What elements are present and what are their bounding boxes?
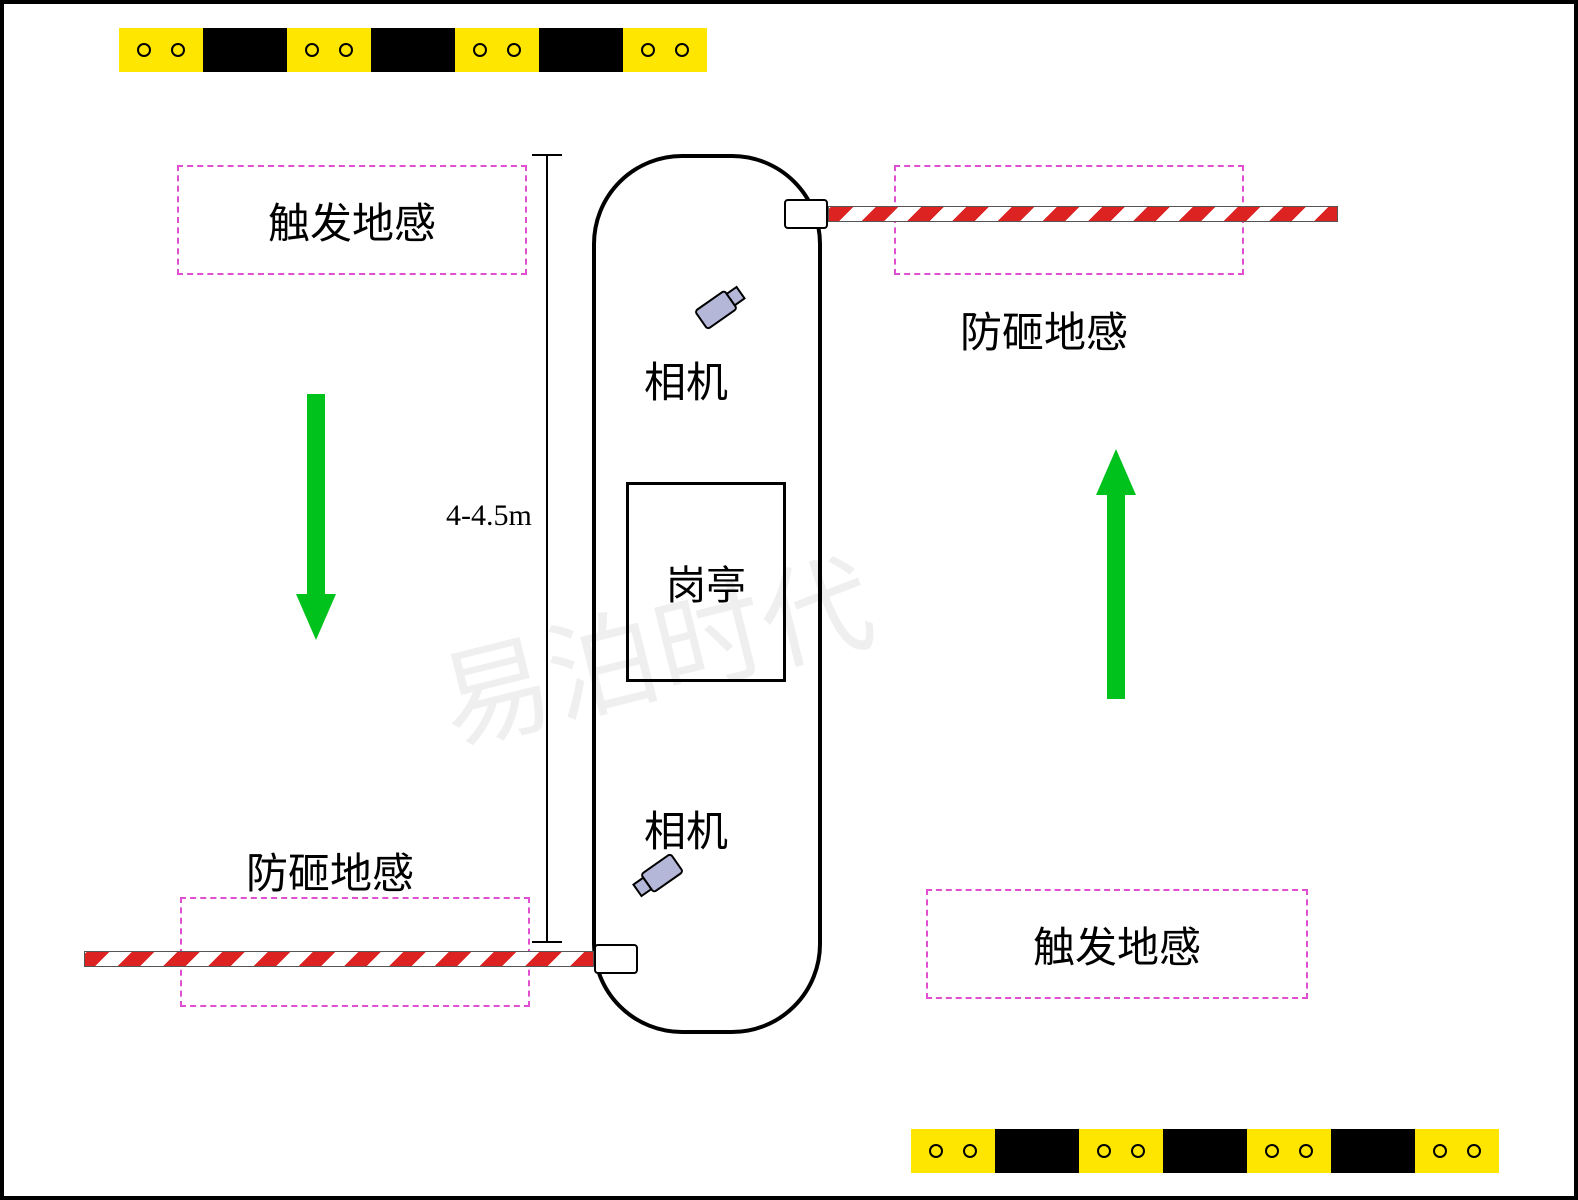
diagram-canvas: 易泊时代 触发地感 防砸地感 防砸地感 触发地感 岗亭 相机 (0, 0, 1578, 1200)
anti-smash-label-left: 防砸地感 (246, 840, 414, 901)
dimension-label: 4-4.5m (446, 499, 532, 533)
barrier-base-left (594, 944, 638, 974)
trigger-sensor-bottom-right: 触发地感 (926, 889, 1308, 999)
barrier-arm-right (828, 206, 1338, 222)
arrow-down-icon (292, 394, 340, 644)
camera-label-top: 相机 (644, 349, 728, 410)
anti-smash-label-right: 防砸地感 (960, 299, 1128, 360)
arrow-up-icon (1092, 449, 1140, 699)
trigger-sensor-top-left: 触发地感 (177, 165, 527, 275)
trigger-sensor-label: 触发地感 (1033, 914, 1201, 975)
hazard-strip-top (119, 28, 707, 72)
booth-label: 岗亭 (666, 553, 746, 611)
camera-label-bottom: 相机 (644, 798, 728, 859)
camera-icon-top (684, 279, 754, 339)
trigger-sensor-label: 触发地感 (268, 190, 436, 251)
barrier-base-right (784, 199, 828, 229)
dimension-line (532, 154, 562, 944)
hazard-strip-bottom (911, 1129, 1499, 1173)
barrier-arm-left (84, 951, 594, 967)
guard-booth: 岗亭 (626, 482, 786, 682)
